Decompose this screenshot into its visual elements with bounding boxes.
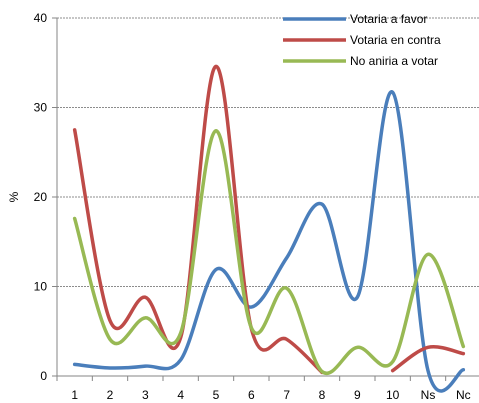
y-tick-label: 40	[34, 11, 48, 25]
series-line	[72, 64, 324, 375]
series-2	[72, 64, 466, 375]
x-tick-label: 1	[71, 388, 78, 402]
y-tick-label: 30	[34, 101, 48, 115]
x-tick-label: 5	[213, 388, 220, 402]
axes: 0 10 20 30 40 1 2 3 4 5 6 7 8 9 10 Ns Nc	[34, 11, 479, 402]
y-tick-label: 0	[40, 369, 47, 383]
legend-label: No aniria a votar	[350, 54, 438, 68]
series-3	[72, 129, 466, 376]
x-tick-label: 8	[319, 388, 326, 402]
x-tick-label: 10	[386, 388, 400, 402]
legend-label: Votaria en contra	[350, 33, 441, 47]
series-line	[390, 345, 466, 373]
x-tick-label: 3	[142, 388, 149, 402]
y-tick-label: 20	[34, 190, 48, 204]
series-line	[72, 129, 466, 376]
y-axis-title: %	[7, 191, 21, 202]
x-tick-label: 2	[107, 388, 114, 402]
x-tick-label: 4	[177, 388, 184, 402]
x-tick-label: Nc	[456, 388, 471, 402]
series-1	[72, 90, 466, 393]
x-tick-label: 7	[283, 388, 290, 402]
series-lines	[72, 64, 466, 393]
x-tick-label: Ns	[421, 388, 436, 402]
y-tick-label: 10	[34, 280, 48, 294]
legend: Votaria a favor Votaria en contra No aniri…	[283, 12, 441, 68]
series-line	[72, 90, 466, 393]
x-tick-label: 9	[354, 388, 361, 402]
x-tick-label: 6	[248, 388, 255, 402]
legend-label: Votaria a favor	[350, 12, 427, 26]
